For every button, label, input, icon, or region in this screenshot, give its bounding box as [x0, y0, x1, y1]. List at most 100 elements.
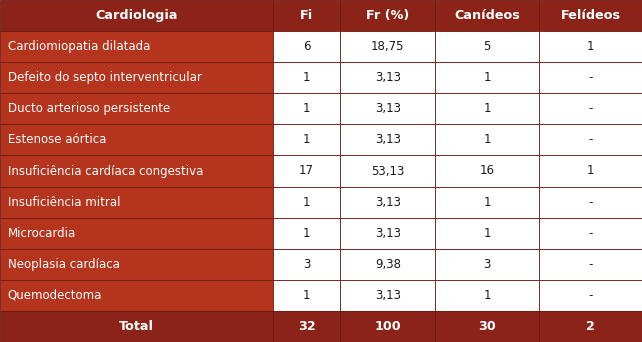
Bar [435, 280, 539, 311]
Bar [273, 186, 340, 218]
Bar [340, 311, 435, 342]
Bar [435, 311, 539, 342]
Text: 5: 5 [483, 40, 491, 53]
Bar [340, 124, 435, 156]
Text: 32: 32 [298, 320, 315, 333]
Text: 1: 1 [483, 71, 491, 84]
Text: 3,13: 3,13 [375, 289, 401, 302]
Text: 3,13: 3,13 [375, 196, 401, 209]
Bar [340, 93, 435, 124]
Text: -: - [589, 102, 593, 115]
Text: Estenose aórtica: Estenose aórtica [8, 133, 106, 146]
Text: Quemodectoma: Quemodectoma [8, 289, 102, 302]
Text: 6: 6 [303, 40, 310, 53]
Bar [0, 311, 273, 342]
Text: Fi: Fi [300, 9, 313, 22]
Bar [273, 93, 340, 124]
Bar [435, 218, 539, 249]
Bar [0, 93, 273, 124]
Bar [435, 156, 539, 186]
Text: Felídeos: Felídeos [560, 9, 621, 22]
Bar [539, 31, 642, 62]
Bar [340, 0, 435, 31]
Text: Microcardia: Microcardia [8, 227, 76, 240]
Text: Defeito do septo interventricular: Defeito do septo interventricular [8, 71, 202, 84]
Bar [273, 249, 340, 280]
Bar [340, 31, 435, 62]
Bar [435, 62, 539, 93]
Text: 17: 17 [299, 165, 314, 177]
Bar [273, 156, 340, 186]
Bar [0, 124, 273, 156]
Text: 18,75: 18,75 [371, 40, 404, 53]
Bar [340, 62, 435, 93]
Text: 3,13: 3,13 [375, 71, 401, 84]
Text: Cardiomiopatia dilatada: Cardiomiopatia dilatada [8, 40, 150, 53]
Bar [340, 249, 435, 280]
Text: 3: 3 [303, 258, 310, 271]
Bar [0, 249, 273, 280]
Bar [539, 0, 642, 31]
Text: Insuficiência cardíaca congestiva: Insuficiência cardíaca congestiva [8, 165, 203, 177]
Bar [435, 249, 539, 280]
Text: 1: 1 [483, 102, 491, 115]
Text: Fr (%): Fr (%) [366, 9, 410, 22]
Text: 1: 1 [303, 227, 310, 240]
Bar [539, 280, 642, 311]
Bar [340, 156, 435, 186]
Bar [273, 124, 340, 156]
Bar [0, 156, 273, 186]
Bar [435, 186, 539, 218]
Text: -: - [589, 258, 593, 271]
Bar [273, 62, 340, 93]
Text: 1: 1 [483, 196, 491, 209]
Bar [435, 0, 539, 31]
Text: -: - [589, 71, 593, 84]
Bar [0, 31, 273, 62]
Bar [539, 186, 642, 218]
Bar [0, 280, 273, 311]
Text: Canídeos: Canídeos [455, 9, 520, 22]
Text: -: - [589, 289, 593, 302]
Bar [340, 218, 435, 249]
Text: -: - [589, 227, 593, 240]
Text: Neoplasia cardíaca: Neoplasia cardíaca [8, 258, 119, 271]
Text: 3,13: 3,13 [375, 102, 401, 115]
Bar [0, 186, 273, 218]
Text: Ducto arterioso persistente: Ducto arterioso persistente [8, 102, 170, 115]
Bar [539, 93, 642, 124]
Text: 2: 2 [586, 320, 595, 333]
Text: 1: 1 [483, 133, 491, 146]
Text: 9,38: 9,38 [375, 258, 401, 271]
Bar [539, 156, 642, 186]
Text: 30: 30 [478, 320, 496, 333]
Bar [273, 0, 340, 31]
Text: 1: 1 [303, 133, 310, 146]
Text: 3,13: 3,13 [375, 227, 401, 240]
Text: Insuficiência mitral: Insuficiência mitral [8, 196, 120, 209]
Bar [539, 62, 642, 93]
Text: 53,13: 53,13 [371, 165, 404, 177]
Text: Cardiologia: Cardiologia [95, 9, 178, 22]
Text: -: - [589, 196, 593, 209]
Text: Total: Total [119, 320, 154, 333]
Text: 3: 3 [483, 258, 491, 271]
Bar [539, 124, 642, 156]
Text: 1: 1 [303, 289, 310, 302]
Bar [340, 186, 435, 218]
Text: -: - [589, 133, 593, 146]
Text: 1: 1 [587, 40, 594, 53]
Bar [539, 218, 642, 249]
Bar [0, 0, 273, 31]
Text: 1: 1 [483, 227, 491, 240]
Text: 3,13: 3,13 [375, 133, 401, 146]
Text: 16: 16 [480, 165, 495, 177]
Bar [0, 62, 273, 93]
Bar [340, 280, 435, 311]
Bar [273, 31, 340, 62]
Text: 1: 1 [483, 289, 491, 302]
Text: 1: 1 [303, 71, 310, 84]
Bar [273, 218, 340, 249]
Text: 1: 1 [587, 165, 594, 177]
Bar [539, 249, 642, 280]
